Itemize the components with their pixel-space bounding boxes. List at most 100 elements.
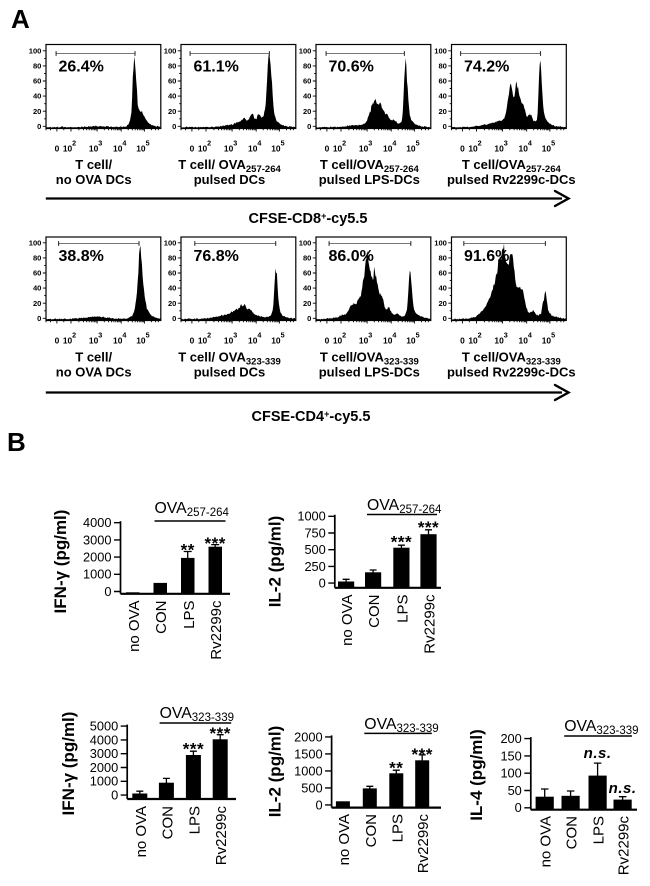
svg-text:0: 0: [460, 336, 465, 346]
svg-text:0: 0: [325, 336, 330, 346]
svg-text:no OVA: no OVA: [336, 814, 353, 865]
svg-text:20: 20: [438, 299, 446, 308]
svg-text:***: ***: [412, 745, 433, 764]
svg-text:1000: 1000: [83, 567, 111, 582]
svg-text:0: 0: [37, 122, 41, 131]
svg-text:80: 80: [438, 254, 446, 263]
svg-text:LPS: LPS: [394, 595, 411, 623]
svg-text:0: 0: [172, 122, 176, 131]
svg-text:0: 0: [172, 314, 176, 323]
svg-text:100: 100: [164, 238, 177, 247]
svg-text:IFN-γ (pg/ml): IFN-γ (pg/ml): [59, 712, 78, 816]
svg-text:60: 60: [33, 269, 41, 278]
svg-text:pulsed DCs: pulsed DCs: [194, 172, 266, 187]
svg-text:2000: 2000: [90, 760, 118, 775]
svg-text:no OVA: no OVA: [133, 806, 150, 857]
svg-text:2000: 2000: [83, 550, 111, 565]
svg-text:40: 40: [438, 284, 446, 293]
svg-text:1000: 1000: [90, 774, 118, 789]
svg-text:***: ***: [418, 518, 439, 537]
svg-text:86.0%: 86.0%: [329, 248, 374, 265]
svg-text:Rv2299c: Rv2299c: [422, 594, 439, 654]
svg-text:80: 80: [33, 62, 41, 71]
svg-text:500: 500: [301, 780, 322, 795]
svg-text:20: 20: [303, 107, 311, 116]
svg-text:LPS: LPS: [186, 806, 203, 834]
svg-text:0: 0: [443, 122, 447, 131]
svg-text:T cell/OVA323-339: T cell/OVA323-339: [462, 350, 561, 368]
svg-text:80: 80: [303, 62, 311, 71]
svg-text:100: 100: [164, 46, 177, 55]
svg-text:100: 100: [500, 766, 521, 781]
svg-text:20: 20: [33, 107, 41, 116]
svg-text:40: 40: [168, 92, 176, 101]
svg-text:n.s.: n.s.: [584, 745, 612, 762]
svg-text:60: 60: [168, 77, 176, 86]
svg-text:Rv2299c: Rv2299c: [208, 600, 225, 660]
svg-text:**: **: [389, 759, 403, 778]
svg-text:61.1%: 61.1%: [194, 58, 239, 75]
svg-text:26.4%: 26.4%: [59, 58, 104, 75]
svg-text:0: 0: [325, 144, 330, 154]
svg-text:80: 80: [33, 254, 41, 263]
svg-text:1500: 1500: [294, 746, 322, 761]
svg-text:50: 50: [508, 783, 522, 798]
svg-text:40: 40: [438, 92, 446, 101]
svg-text:pulsed Rv2299c-DCs: pulsed Rv2299c-DCs: [447, 172, 576, 187]
svg-text:100: 100: [299, 46, 312, 55]
svg-text:60: 60: [438, 77, 446, 86]
svg-text:no OVA: no OVA: [339, 595, 356, 646]
svg-text:T cell/OVA257-264: T cell/OVA257-264: [320, 157, 420, 175]
svg-text:750: 750: [304, 525, 325, 540]
svg-text:2000: 2000: [294, 729, 322, 744]
svg-text:T cell/OVA257-264: T cell/OVA257-264: [462, 157, 562, 175]
svg-text:T cell/: T cell/: [75, 157, 112, 172]
svg-text:n.s.: n.s.: [609, 780, 637, 797]
svg-text:40: 40: [33, 284, 41, 293]
svg-text:B: B: [7, 427, 26, 457]
svg-text:0: 0: [190, 336, 195, 346]
svg-text:80: 80: [303, 254, 311, 263]
svg-text:250: 250: [304, 559, 325, 574]
svg-text:0: 0: [190, 144, 195, 154]
svg-text:100: 100: [434, 46, 447, 55]
svg-text:LPS: LPS: [181, 601, 198, 629]
svg-text:IL-4 (pg/ml): IL-4 (pg/ml): [467, 729, 486, 821]
svg-text:20: 20: [303, 299, 311, 308]
svg-text:no OVA DCs: no OVA DCs: [56, 172, 132, 187]
svg-text:T cell/ OVA257-264: T cell/ OVA257-264: [178, 157, 281, 175]
svg-text:3000: 3000: [83, 532, 111, 547]
svg-text:no OVA DCs: no OVA DCs: [56, 365, 132, 380]
svg-text:pulsed LPS-DCs: pulsed LPS-DCs: [319, 172, 420, 187]
svg-text:0: 0: [307, 122, 311, 131]
svg-text:40: 40: [303, 92, 311, 101]
svg-text:0: 0: [55, 144, 60, 154]
svg-text:0: 0: [515, 800, 522, 815]
svg-text:CFSE-CD8+-cy5.5: CFSE-CD8+-cy5.5: [249, 211, 368, 227]
svg-text:150: 150: [500, 748, 521, 763]
svg-text:**: **: [181, 541, 195, 560]
svg-text:1000: 1000: [294, 763, 322, 778]
svg-text:0: 0: [460, 144, 465, 154]
svg-text:CON: CON: [159, 806, 176, 839]
svg-text:70.6%: 70.6%: [329, 58, 374, 75]
svg-text:0: 0: [443, 314, 447, 323]
svg-text:4000: 4000: [90, 732, 118, 747]
svg-text:91.6%: 91.6%: [464, 248, 509, 265]
svg-text:Rv2299c: Rv2299c: [616, 816, 633, 876]
svg-text:1000: 1000: [297, 509, 325, 524]
svg-text:60: 60: [33, 77, 41, 86]
svg-text:20: 20: [168, 107, 176, 116]
svg-text:20: 20: [168, 299, 176, 308]
svg-text:40: 40: [168, 284, 176, 293]
svg-text:***: ***: [210, 724, 231, 743]
svg-text:CON: CON: [153, 601, 170, 634]
svg-text:T cell/ OVA323-339: T cell/ OVA323-339: [178, 350, 281, 368]
svg-text:38.8%: 38.8%: [59, 248, 104, 265]
svg-text:IL-2 (pg/ml): IL-2 (pg/ml): [266, 516, 285, 608]
svg-text:no OVA: no OVA: [538, 816, 555, 867]
svg-text:100: 100: [434, 238, 447, 247]
svg-text:0: 0: [319, 576, 326, 591]
svg-text:100: 100: [299, 238, 312, 247]
svg-text:T cell/: T cell/: [75, 350, 112, 365]
